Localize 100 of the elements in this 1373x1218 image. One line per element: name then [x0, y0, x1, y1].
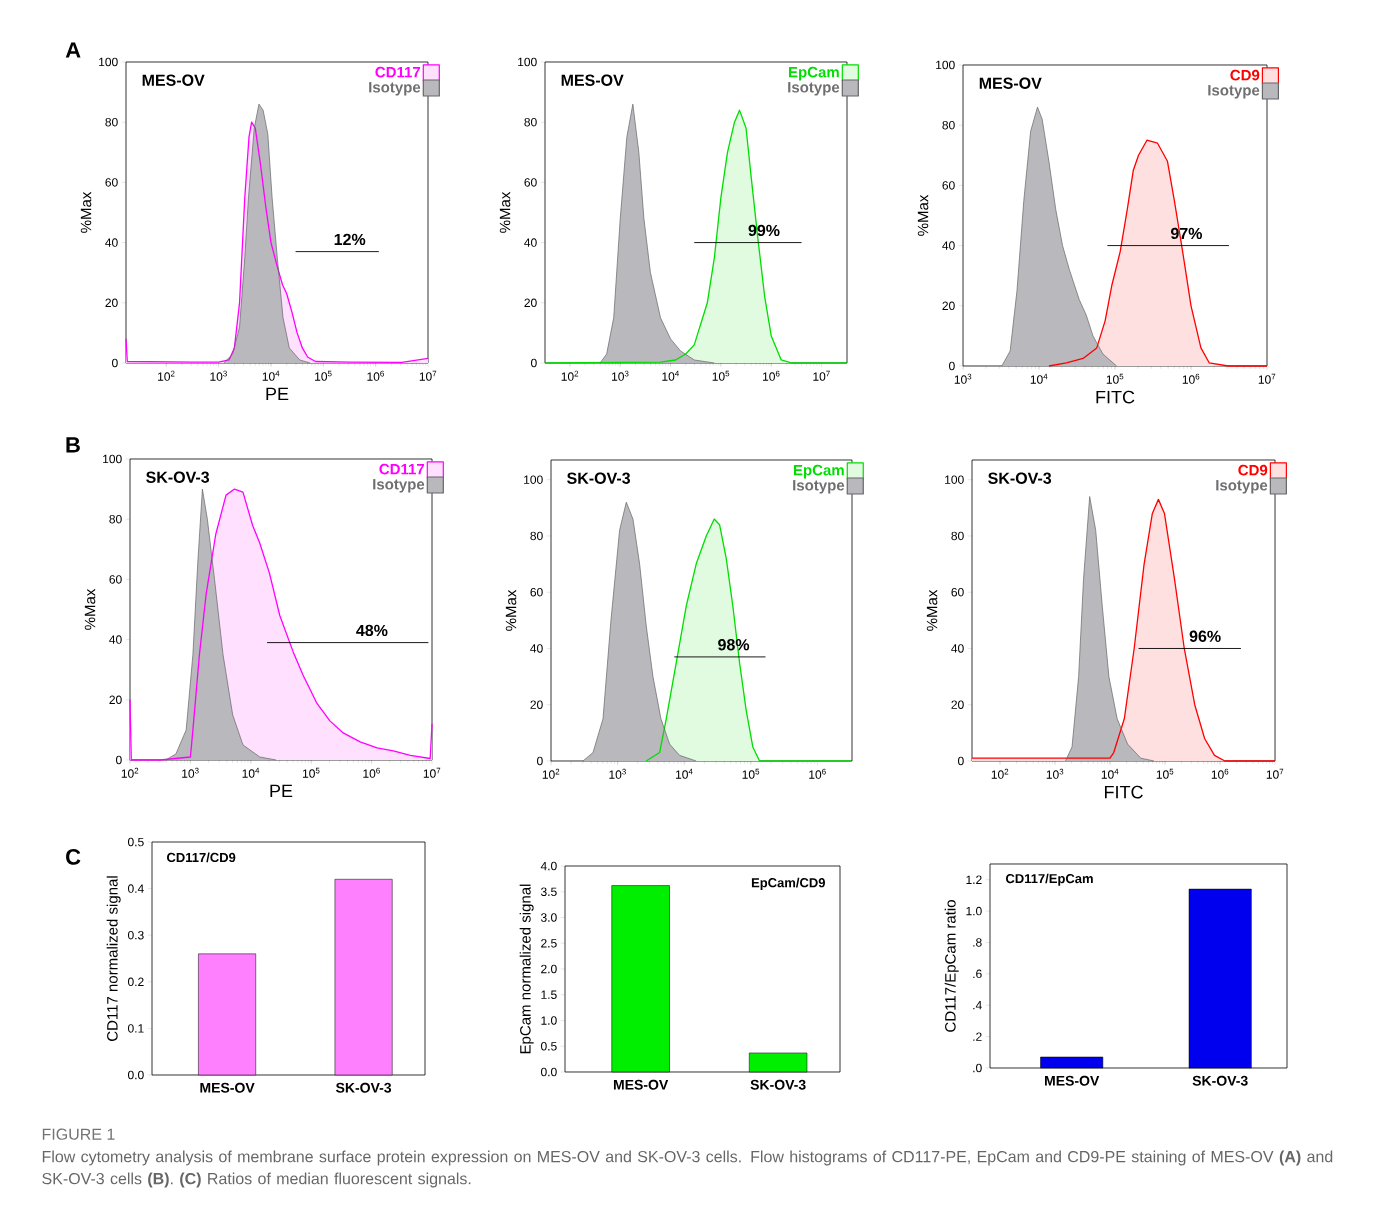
x-tick-label: 10$^{7}$	[423, 767, 441, 778]
x-tick-label: 10$^{6}$	[1211, 768, 1229, 779]
y-axis-title: %Max	[926, 589, 938, 631]
y-tick-label: 0.2	[127, 977, 144, 987]
y-tick-label: 3.5	[540, 887, 557, 896]
y-tick-label: 2.5	[541, 939, 557, 948]
y-tick-label: 40	[109, 635, 122, 644]
y-tick-label: 100	[518, 57, 537, 67]
x-tick-label: 10$^{7}$	[813, 370, 830, 381]
x-tick-label: SK-OV-3	[335, 1082, 392, 1093]
x-tick-label: 10$^{3}$	[612, 370, 629, 381]
y-tick-label: 0.3	[127, 930, 144, 940]
x-tick-label: 10$^{7}$	[1266, 768, 1284, 779]
y-tick-label: 0.1	[127, 1024, 144, 1033]
y-tick-label: 100	[936, 60, 955, 70]
text: EpCam/CD9	[751, 877, 825, 890]
y-axis-title: %Max	[505, 589, 517, 631]
x-tick-label: 10$^{4}$	[662, 370, 679, 381]
y-tick-label: 1.0	[541, 1016, 557, 1025]
y-tick-label: 60	[524, 178, 537, 187]
y-tick-label: 0.5	[540, 1042, 557, 1051]
y-tick-label: 0.4	[127, 884, 144, 893]
text: SK-OV-3	[567, 472, 631, 484]
y-tick-label: 40	[951, 644, 964, 653]
y-tick-label: .0	[973, 1063, 982, 1073]
x-tick-label: MES-OV	[200, 1082, 255, 1093]
y-tick-label: 3.0	[540, 913, 557, 922]
x-axis-title: PE	[270, 784, 293, 798]
y-tick-label: 0	[537, 756, 543, 766]
y-tick-label: 60	[951, 587, 964, 597]
x-tick-label: 10$^{3}$	[210, 370, 227, 381]
y-tick-label: 20	[942, 301, 955, 311]
x-tick-label: SK-OV-3	[750, 1079, 806, 1090]
x-tick-label: 10$^{6}$	[763, 370, 780, 381]
y-axis-title: CD117/EpCam ratio	[944, 900, 959, 1032]
y-tick-label: 0.0	[540, 1067, 557, 1077]
y-tick-label: 20	[109, 695, 122, 705]
chart-title: A	[65, 42, 81, 58]
y-tick-label: 80	[109, 514, 122, 524]
y-axis-title: %Max	[917, 194, 929, 236]
x-tick-label: 10$^{2}$	[158, 370, 175, 381]
y-tick-label: 100	[103, 454, 122, 464]
y-tick-label: 40	[530, 644, 543, 653]
x-tick-label: 10$^{2}$	[121, 767, 139, 778]
y-axis-title: %Max	[499, 191, 511, 233]
y-tick-label: 60	[105, 178, 118, 187]
text: MES-OV	[979, 77, 1042, 89]
text: MES-OV	[561, 74, 624, 86]
x-tick-label: 10$^{4}$	[242, 767, 260, 778]
x-tick-label: 10$^{2}$	[991, 768, 1009, 779]
x-tick-label: 10$^{4}$	[676, 768, 693, 779]
x-tick-label: 10$^{3}$	[609, 768, 626, 779]
text: CD117/EpCam	[1005, 873, 1093, 886]
x-tick-label: 10$^{5}$	[712, 370, 730, 381]
y-tick-label: 0	[958, 756, 964, 766]
x-axis-title: PE	[266, 387, 289, 401]
y-tick-label: 0	[949, 361, 955, 371]
y-tick-label: 1.0	[966, 906, 982, 916]
text: SK-OV-3	[988, 472, 1052, 484]
y-axis-title: %Max	[84, 588, 96, 630]
y-tick-label: 0	[116, 755, 122, 765]
x-tick-label: 10$^{5}$	[1106, 373, 1124, 384]
x-tick-label: 10$^{5}$	[742, 768, 760, 779]
y-axis-title: %Max	[80, 191, 92, 233]
y-tick-label: 0	[112, 358, 118, 368]
x-tick-label: 10$^{6}$	[1182, 373, 1200, 384]
y-tick-label: 100	[524, 475, 543, 484]
chart-title: C	[66, 849, 81, 865]
y-tick-label: 40	[942, 241, 955, 250]
y-tick-label: 1.5	[541, 990, 557, 999]
caption: FIGURE 1	[42, 1128, 115, 1140]
legend-label: Isotype	[1216, 480, 1268, 494]
x-tick-label: 10$^{5}$	[1156, 768, 1174, 779]
legend-label: EpCam	[793, 464, 844, 479]
y-tick-label: 80	[951, 531, 964, 541]
y-tick-label: 60	[942, 181, 955, 190]
legend-label: EpCam	[789, 66, 839, 81]
x-tick-label: 10$^{4}$	[1101, 768, 1119, 779]
x-tick-label: SK-OV-3	[1192, 1075, 1248, 1086]
legend-label: CD117	[375, 66, 421, 78]
chart-title: B	[66, 437, 80, 453]
y-tick-label: 0.0	[127, 1070, 144, 1080]
y-tick-label: 0.5	[127, 837, 144, 847]
y-tick-label: 80	[530, 531, 543, 541]
y-tick-label: 20	[105, 298, 118, 308]
x-tick-label: 10$^{6}$	[809, 768, 826, 779]
y-tick-label: .6	[973, 969, 982, 979]
y-tick-label: 80	[942, 120, 955, 130]
y-tick-label: 20	[524, 298, 537, 308]
y-tick-label: 80	[105, 117, 118, 127]
y-tick-label: 80	[524, 117, 537, 127]
annotation: 48%	[356, 624, 388, 637]
legend-label: Isotype	[788, 82, 840, 96]
y-tick-label: 1.2	[966, 875, 982, 884]
x-tick-label: MES-OV	[613, 1079, 669, 1090]
text: Flow cytometry analysis of membrane surface protein expression on MES-OV and SK-OV-3 cells. Flow histograms of CD117-PE, EpCam and CD9-PE staining of MES-OV (A) and SK-OV-3 cells (B). (C) Ratios of median fluorescent signals.	[42, 1150, 1333, 1188]
legend-label: Isotype	[793, 480, 845, 494]
x-tick-label: MES-OV	[1045, 1075, 1100, 1086]
legend-label: Isotype	[1208, 85, 1260, 99]
y-tick-label: 40	[524, 238, 537, 247]
